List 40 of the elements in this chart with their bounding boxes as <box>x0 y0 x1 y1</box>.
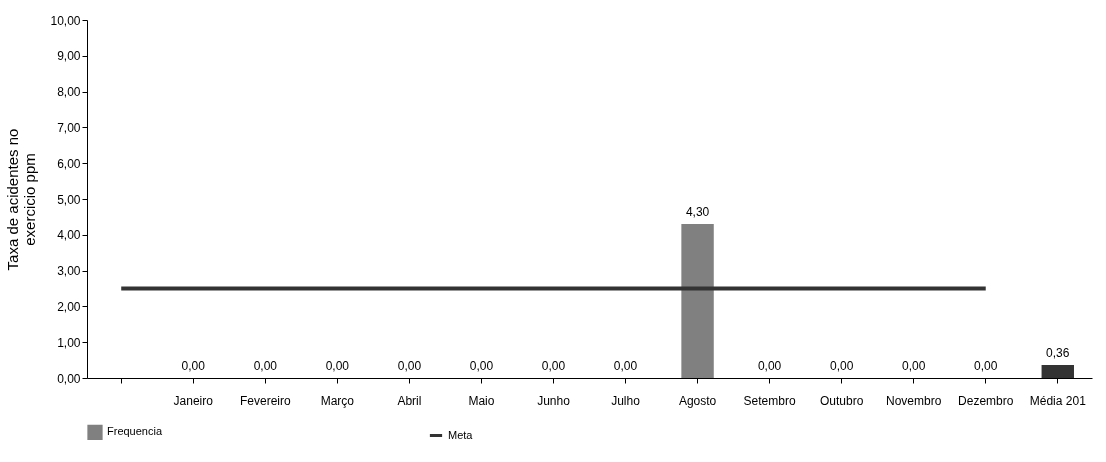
data-label: 0,00 <box>902 359 926 373</box>
x-tick-label: Novembro <box>886 393 942 408</box>
y-tick-label: 1,00 <box>57 335 81 350</box>
legend-label: Frequencia <box>107 425 163 438</box>
data-label: 0,00 <box>613 359 638 373</box>
data-label: 4,30 <box>685 205 710 220</box>
x-tick-label: Outubro <box>819 393 864 408</box>
data-label: 0,00 <box>974 359 998 373</box>
x-tick-label: Agosto <box>678 393 717 408</box>
data-label: 0,00 <box>397 359 422 373</box>
x-tick-label: Março <box>320 393 355 408</box>
y-tick-label: 5,00 <box>57 192 81 207</box>
data-label: 0,00 <box>829 359 854 373</box>
y-tick-label: 7,00 <box>57 120 81 135</box>
x-tick-label: Julho <box>611 393 641 408</box>
y-tick-label: 10,00 <box>50 13 81 28</box>
data-label: 0,00 <box>469 359 494 373</box>
x-tick-label: Junho <box>537 393 571 408</box>
data-label: 0,00 <box>325 359 350 373</box>
data-label: 0,00 <box>541 359 566 373</box>
x-tick-label: Maio <box>468 393 495 408</box>
y-tick-label: 3,00 <box>57 264 81 279</box>
x-tick-label: Abril <box>397 393 422 408</box>
y-tick-label: 4,00 <box>57 228 81 243</box>
y-tick-label: 8,00 <box>57 85 81 100</box>
x-tick-label: Setembro <box>743 393 796 408</box>
data-label: 0,36 <box>1046 346 1070 361</box>
data-label: 0,00 <box>181 359 206 373</box>
data-label: 0,00 <box>253 359 278 373</box>
x-tick-label: Dezembro <box>958 393 1014 408</box>
y-axis-title: Taxa de acidentes no exercicio ppm <box>4 128 39 271</box>
y-tick-label: 6,00 <box>57 156 81 171</box>
legend-label: Meta <box>448 428 474 441</box>
x-tick-label: Média 201 <box>1029 393 1087 408</box>
y-tick-label: 9,00 <box>57 49 81 64</box>
y-tick-label: 0,00 <box>57 371 81 386</box>
y-tick-label: 2,00 <box>57 299 81 314</box>
x-tick-label: Janeiro <box>173 393 214 408</box>
data-label: 0,00 <box>757 359 782 373</box>
x-tick-label: Fevereiro <box>239 393 291 408</box>
